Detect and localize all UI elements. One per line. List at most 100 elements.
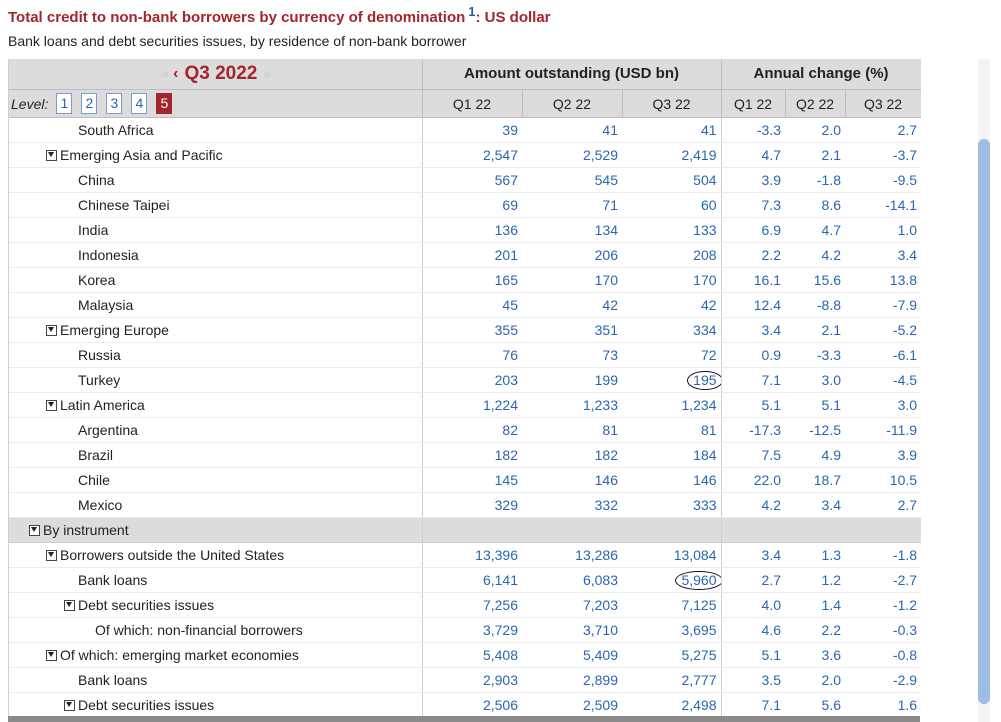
collapse-toggle-icon[interactable] — [46, 649, 57, 661]
collapse-toggle-icon[interactable] — [46, 549, 57, 561]
collapse-toggle-icon[interactable] — [64, 699, 75, 711]
first-period-icon: «‹ — [160, 67, 169, 81]
value-cell: 333 — [622, 492, 722, 518]
value-cell: 6,083 — [522, 567, 622, 593]
row-label: Malaysia — [78, 297, 134, 313]
collapse-toggle-icon[interactable] — [46, 324, 57, 336]
row-label[interactable]: Of which: emerging market economies — [60, 647, 299, 663]
row-label[interactable]: Emerging Europe — [60, 322, 169, 338]
level-button-3[interactable]: 3 — [106, 93, 123, 114]
table-row: Brazil 182 182 184 7.5 4.9 3.9 — [9, 442, 921, 468]
value-cell: 2.7 — [845, 117, 921, 143]
value-cell: 136 — [421, 217, 522, 243]
table-row: Of which: non-financial borrowers 3,729 3,… — [9, 617, 921, 643]
row-label-cell: Debt securities issues — [9, 592, 422, 618]
value-cell: 545 — [522, 167, 622, 193]
value-cell: 2,547 — [421, 142, 522, 168]
value-cell: 3,695 — [622, 617, 722, 643]
table-row: Emerging Asia and Pacific 2,547 2,529 2,419… — [9, 142, 921, 168]
value-cell: 146 — [522, 467, 622, 493]
value-cell: 6,141 — [421, 567, 522, 593]
collapse-toggle-icon[interactable] — [29, 524, 40, 536]
title-currency: : US dollar — [475, 9, 551, 26]
value-cell: 82 — [421, 417, 522, 443]
value-cell: 2,419 — [622, 142, 722, 168]
row-label-cell: Emerging Europe — [9, 317, 422, 343]
value-cell: 5,275 — [622, 642, 722, 668]
row-label-cell: Debt securities issues — [9, 692, 422, 718]
table-row: Mexico 329 332 333 4.2 3.4 2.7 — [9, 492, 921, 518]
row-label: Chinese Taipei — [78, 197, 170, 213]
value-cell: -11.9 — [845, 417, 921, 443]
value-cell: 4.7 — [721, 142, 786, 168]
table-row: India 136 134 133 6.9 4.7 1.0 — [9, 217, 921, 243]
value-cell: 3.6 — [785, 642, 846, 668]
value-cell: 5,408 — [421, 642, 522, 668]
row-label[interactable]: Debt securities issues — [78, 597, 215, 613]
value-cell: 41 — [622, 117, 722, 143]
level-button-4[interactable]: 4 — [131, 93, 148, 114]
value-cell: 72 — [622, 342, 722, 368]
row-label[interactable]: Emerging Asia and Pacific — [60, 147, 223, 163]
table-row: Russia 76 73 72 0.9 -3.3 -6.1 — [9, 342, 921, 368]
value-cell: -5.2 — [845, 317, 921, 343]
table-row: Bank loans 6,141 6,083 5,960 2.7 1.2 -2.7 — [9, 567, 921, 593]
value-cell: 182 — [421, 442, 522, 468]
value-cell: 3.4 — [845, 242, 921, 268]
row-label: Russia — [78, 347, 121, 363]
row-label-cell: Of which: non-financial borrowers — [9, 617, 422, 643]
level-button-2[interactable]: 2 — [81, 93, 98, 114]
value-cell: 355 — [421, 317, 522, 343]
value-cell: 2.7 — [721, 567, 786, 593]
value-cell: 13,396 — [421, 542, 522, 568]
value-cell: 1,224 — [421, 392, 522, 418]
value-cell: 1.0 — [845, 217, 921, 243]
row-label[interactable]: Latin America — [60, 397, 145, 413]
row-label: India — [78, 222, 109, 238]
vertical-scrollbar[interactable] — [978, 59, 990, 722]
scrollbar-thumb[interactable] — [978, 139, 990, 704]
table-title: Total credit to non-bank borrowers by cu… — [8, 4, 551, 30]
value-cell: 195 — [622, 367, 722, 393]
data-grid: «‹ ‹ Q3 2022 ›» Amount outstanding (USD … — [8, 59, 921, 722]
value-cell: 5.1 — [721, 392, 786, 418]
row-label[interactable]: By instrument — [43, 522, 129, 538]
row-label-cell: India — [9, 217, 422, 243]
row-label[interactable]: Debt securities issues — [78, 697, 215, 713]
value-cell: 1,234 — [622, 392, 722, 418]
value-cell: 5.1 — [721, 642, 786, 668]
value-cell: 4.9 — [785, 442, 846, 468]
value-cell: 15.6 — [785, 267, 846, 293]
value-cell: -1.2 — [845, 592, 921, 618]
previous-period-button[interactable]: ‹ — [173, 65, 179, 82]
value-cell: 76 — [421, 342, 522, 368]
row-label-cell: Argentina — [9, 417, 422, 443]
circled-value: 195 — [687, 371, 721, 390]
footnote-link[interactable]: 1 — [468, 4, 476, 19]
value-cell: 2,509 — [522, 692, 622, 718]
value-cell: 3.4 — [721, 542, 786, 568]
value-cell: -3.3 — [721, 117, 786, 143]
level-button-1[interactable]: 1 — [56, 93, 73, 114]
collapse-toggle-icon[interactable] — [64, 599, 75, 611]
horizontal-scroll-edge — [8, 716, 920, 722]
row-label: Korea — [78, 272, 116, 288]
collapse-toggle-icon[interactable] — [46, 399, 57, 411]
value-cell: -6.1 — [845, 342, 921, 368]
section-row: By instrument — [9, 517, 921, 543]
level-button-5[interactable]: 5 — [156, 93, 173, 114]
annual-change-header: Annual change (%) — [721, 59, 921, 90]
table-row: Emerging Europe 355 351 334 3.4 2.1 -5.2 — [9, 317, 921, 343]
value-cell: 81 — [622, 417, 722, 443]
value-cell: -2.9 — [845, 667, 921, 693]
value-cell: 170 — [522, 267, 622, 293]
collapse-toggle-icon[interactable] — [46, 149, 57, 161]
row-label-cell: By instrument — [9, 517, 422, 543]
value-cell: 351 — [522, 317, 622, 343]
value-cell: -7.9 — [845, 292, 921, 318]
value-cell: 332 — [522, 492, 622, 518]
value-cell — [785, 517, 846, 543]
row-label[interactable]: Borrowers outside the United States — [60, 547, 285, 563]
value-cell: 182 — [522, 442, 622, 468]
